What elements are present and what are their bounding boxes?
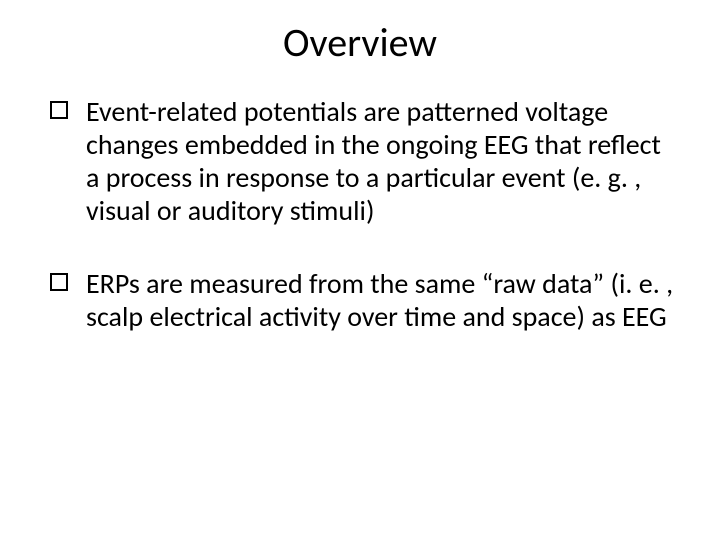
slide-title: Overview (40, 18, 680, 67)
bullet-item: ERPs are measured from the same “raw dat… (40, 267, 680, 333)
square-bullet-icon (50, 101, 68, 119)
slide: Overview Event-related potentials are pa… (0, 0, 720, 540)
bullet-item: Event-related potentials are patterned v… (40, 95, 680, 227)
square-bullet-icon (50, 273, 68, 291)
bullet-text: Event-related potentials are patterned v… (86, 94, 661, 228)
bullet-text: ERPs are measured from the same “raw dat… (86, 266, 673, 334)
bullet-list: Event-related potentials are patterned v… (40, 95, 680, 333)
